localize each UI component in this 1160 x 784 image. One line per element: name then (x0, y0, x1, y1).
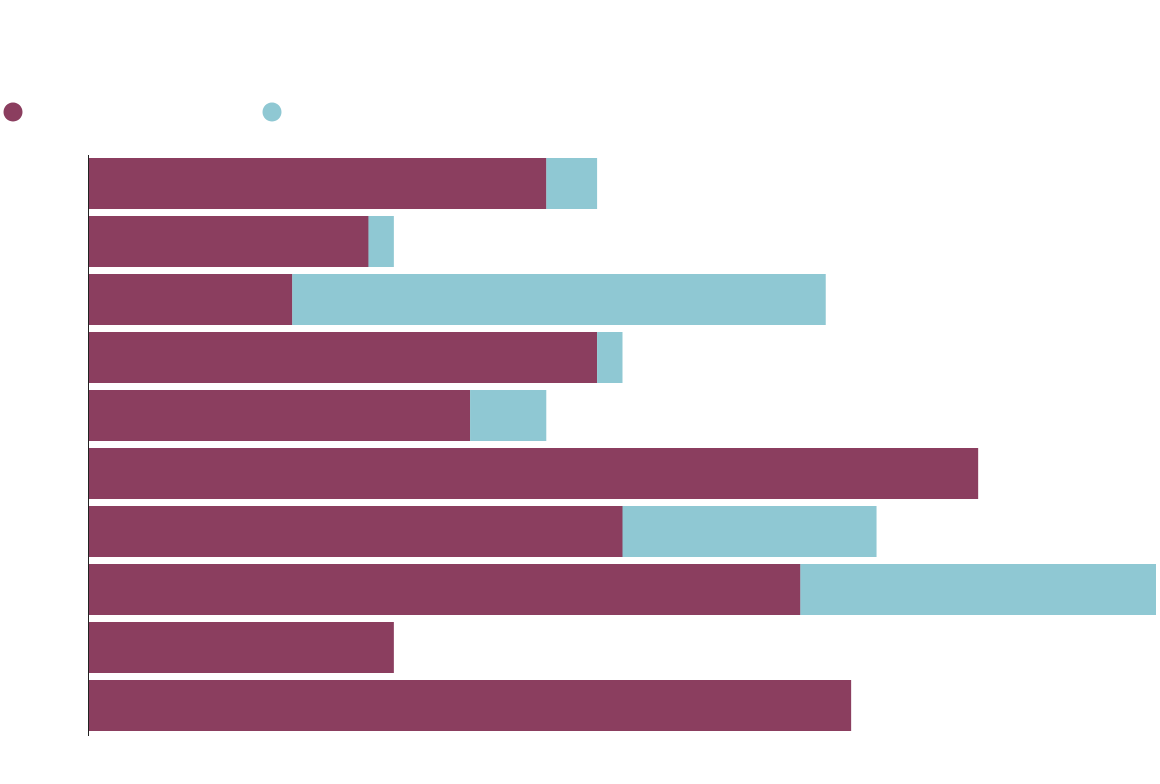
bar-series1-row6 (89, 448, 979, 499)
bar-series1-row7 (89, 506, 623, 557)
bar-series1-row4 (89, 332, 598, 383)
legend (3, 102, 282, 122)
legend-marker-series1 (3, 102, 23, 122)
bar-series2-row4 (597, 332, 623, 383)
bar-series1-row2 (89, 216, 369, 267)
bar-series1-row8 (89, 564, 801, 615)
bar-series1-row9 (89, 622, 394, 673)
legend-marker-series2 (262, 102, 282, 122)
bar-series1-row3 (89, 274, 293, 325)
bar-series2-row8 (800, 564, 1156, 615)
bar-series2-row1 (546, 158, 598, 209)
bar-series1-row10 (89, 680, 852, 731)
bar-series2-row5 (470, 390, 547, 441)
bar-series2-row3 (292, 274, 826, 325)
bar-series1-row1 (89, 158, 547, 209)
bar-series1-row5 (89, 390, 471, 441)
bar-series2-row2 (368, 216, 394, 267)
bar-series2-row7 (622, 506, 877, 557)
bars (89, 158, 1156, 731)
